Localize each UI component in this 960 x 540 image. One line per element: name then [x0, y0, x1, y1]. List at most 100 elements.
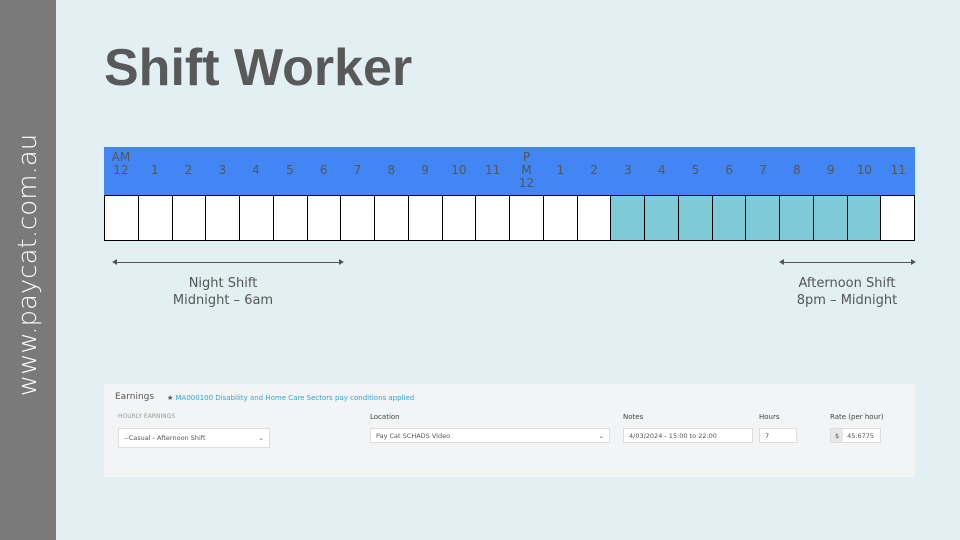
earnings-panel: Earnings ★ MA000100 Disability and Home … — [104, 384, 915, 477]
hour-text: 1 — [150, 163, 159, 177]
hour-label: 1 — [543, 147, 577, 195]
hour-text: P — [522, 150, 531, 164]
hour-label: 10 — [848, 147, 882, 195]
hour-text: 10 — [856, 163, 873, 177]
sidebar: www.paycat.com.au — [0, 0, 56, 540]
hour-label: 3 — [611, 147, 645, 195]
hours-input[interactable]: 7 — [759, 428, 797, 443]
hour-cell-worked — [611, 196, 645, 240]
hour-label: 6 — [307, 147, 341, 195]
hour-label: 4 — [239, 147, 273, 195]
hour-cell — [442, 196, 477, 240]
hour-label: 1 — [138, 147, 172, 195]
hourly-earnings-value: --Casual - Afternoon Shift — [124, 434, 206, 442]
hour-cell — [510, 196, 544, 240]
hour-label: 11 — [881, 147, 915, 195]
hour-label: 8 — [374, 147, 408, 195]
hour-cell-worked — [813, 196, 848, 240]
hour-text: 5 — [286, 163, 294, 177]
hour-label: 2 — [577, 147, 611, 195]
hour-cell — [206, 196, 240, 240]
hour-text: AM — [111, 150, 131, 164]
hour-cell-worked — [645, 196, 679, 240]
shift-timeline: AM 12 1 2 3 4 5 6 7 8 9 10 11 P M 12 1 2 3 4… — [104, 147, 915, 241]
hour-label: AM 12 — [104, 147, 138, 195]
hour-text: 7 — [759, 163, 767, 177]
hour-cell — [476, 196, 510, 240]
hour-text: 11 — [485, 163, 501, 177]
hour-text: 5 — [691, 163, 700, 177]
hour-text: 10 — [451, 163, 467, 177]
hour-cell-worked — [847, 196, 882, 240]
timeline-cells — [104, 195, 915, 241]
chevron-down-icon: ⌄ — [598, 431, 604, 440]
hour-text: 12 — [518, 176, 535, 190]
hour-text: 9 — [826, 163, 835, 177]
currency-symbol: $ — [831, 429, 844, 442]
hour-label: 6 — [712, 147, 746, 195]
afternoon-shift-hours: 8pm – Midnight — [796, 293, 898, 308]
timeline-header: AM 12 1 2 3 4 5 6 7 8 9 10 11 P M 12 1 2 3 4… — [104, 147, 915, 195]
night-shift-label: Night Shift Midnight – 6am — [150, 275, 296, 309]
hours-label: Hours — [759, 413, 780, 421]
hour-label: 7 — [341, 147, 375, 195]
star-icon: ★ — [167, 394, 176, 402]
hour-cell — [341, 196, 375, 240]
afternoon-shift-label: Afternoon Shift 8pm – Midnight — [780, 275, 914, 309]
hour-cell — [881, 196, 915, 240]
hour-cell-worked — [780, 196, 814, 240]
hour-cell — [375, 196, 409, 240]
afternoon-shift-title: Afternoon Shift — [798, 276, 896, 291]
night-shift-title: Night Shift — [188, 276, 258, 291]
hour-text: 8 — [387, 163, 396, 177]
hour-text: 3 — [218, 163, 227, 177]
pay-conditions-notice: MA000100 Disability and Home Care Sector… — [175, 394, 415, 402]
night-shift-hours: Midnight – 6am — [172, 293, 274, 308]
hour-cell — [307, 196, 342, 240]
hour-cell-worked — [712, 196, 747, 240]
hour-text: 12 — [113, 163, 129, 177]
location-select[interactable]: Pay Cat SCHADS Video ⌄ — [370, 428, 610, 443]
hour-text: 4 — [252, 163, 260, 177]
hour-cell — [408, 196, 443, 240]
hour-label: 8 — [780, 147, 814, 195]
notes-input[interactable]: 4/03/2024 - 15:00 to 22:00 — [623, 428, 753, 443]
rate-input[interactable]: $45.6775 — [830, 428, 881, 443]
hour-cell — [105, 196, 139, 240]
hour-text: 8 — [793, 163, 801, 177]
hour-cell — [543, 196, 578, 240]
rate-value: 45.6775 — [847, 431, 875, 440]
hour-cell-worked — [746, 196, 780, 240]
earnings-heading: Earnings — [115, 392, 155, 402]
hour-text: 6 — [319, 163, 328, 177]
hour-label: 9 — [814, 147, 848, 195]
hour-cell — [240, 196, 274, 240]
hour-label: 7 — [746, 147, 780, 195]
night-shift-arrow — [112, 259, 344, 265]
rate-label: Rate (per hour) — [830, 413, 884, 421]
hour-text: 1 — [556, 163, 565, 177]
hour-text: 6 — [725, 163, 734, 177]
chevron-down-icon: ⌄ — [258, 434, 264, 442]
hour-label: 3 — [205, 147, 239, 195]
hour-cell — [172, 196, 207, 240]
hour-text: 7 — [353, 163, 362, 177]
hour-text: M — [521, 163, 532, 177]
hourly-earnings-label: HOURLY EARNINGS — [118, 413, 176, 420]
hour-cell — [577, 196, 612, 240]
hour-label: 5 — [679, 147, 713, 195]
hour-label: P M 12 — [510, 147, 544, 195]
hour-cell-worked — [678, 196, 713, 240]
hour-label: 9 — [408, 147, 442, 195]
hour-cell — [138, 196, 173, 240]
hour-text: 2 — [590, 163, 598, 177]
hourly-earnings-select[interactable]: --Casual - Afternoon Shift ⌄ — [118, 428, 270, 448]
hour-text: 2 — [184, 163, 193, 177]
hour-label: 5 — [273, 147, 307, 195]
website-url: www.paycat.com.au — [13, 133, 43, 397]
hour-text: 9 — [421, 163, 429, 177]
hour-text: 11 — [890, 163, 906, 177]
hour-label: 4 — [645, 147, 679, 195]
hour-label: 11 — [476, 147, 510, 195]
hour-cell — [273, 196, 308, 240]
